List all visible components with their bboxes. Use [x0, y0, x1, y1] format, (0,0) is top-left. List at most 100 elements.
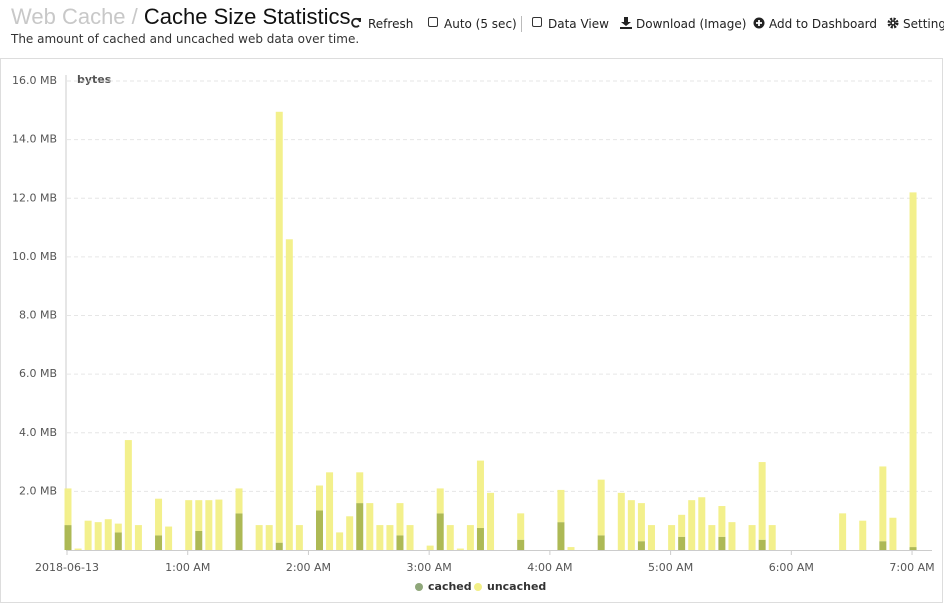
bar-segment [235, 513, 243, 550]
bar-segment [114, 523, 122, 533]
breadcrumb-row: Web Cache / Cache Size Statistics [11, 4, 351, 30]
bar-segment [74, 548, 82, 550]
subtitle: The amount of cached and uncached web da… [11, 32, 360, 46]
bar-segment [567, 547, 575, 550]
bar-segment [909, 192, 917, 548]
bar-segment [114, 532, 122, 550]
bar-segment [134, 525, 142, 550]
bar-segment [165, 526, 173, 550]
download-icon[interactable] [620, 17, 632, 29]
auto-refresh-toggle[interactable]: Auto (5 sec) [444, 17, 517, 31]
add-to-dashboard-button[interactable]: Add to Dashboard [769, 17, 878, 31]
y-tick-label: 4.0 MB [19, 426, 57, 439]
bar-segment [235, 488, 243, 514]
bar-segment [64, 488, 72, 526]
bar-segment [748, 525, 756, 550]
x-tick-label: 2:00 AM [286, 561, 331, 574]
bar-segment [466, 525, 474, 550]
bar-segment [265, 525, 273, 550]
bar-segment [155, 535, 163, 550]
bar-segment [275, 111, 283, 543]
bar-segment [356, 503, 364, 550]
bar-segment [346, 516, 354, 550]
bar-segment [487, 492, 495, 550]
separator [521, 16, 522, 32]
bar-segment [597, 535, 605, 550]
bar-segment [637, 541, 645, 550]
bar-segment [356, 472, 364, 504]
bar-segment [406, 525, 414, 550]
settings-icon[interactable] [887, 17, 899, 29]
bar-segment [879, 541, 887, 550]
bar-segment [698, 497, 706, 550]
x-tick-label: 3:00 AM [407, 561, 452, 574]
y-tick-label: 2.0 MB [19, 484, 57, 497]
settings-button[interactable]: Settings [903, 17, 944, 31]
bar-segment [597, 479, 605, 536]
x-tick-label: 4:00 AM [527, 561, 572, 574]
bar-segment [285, 239, 293, 550]
bar-segment [668, 525, 676, 550]
x-tick-label: 6:00 AM [769, 561, 814, 574]
bar-segment [155, 498, 163, 536]
bar-segment [647, 525, 655, 550]
bar-segment [768, 525, 776, 550]
breadcrumb[interactable]: Web Cache / [11, 4, 138, 29]
bar-segment [316, 485, 323, 511]
refresh-button[interactable]: Refresh [368, 17, 414, 31]
bar-segment [859, 520, 867, 550]
bar-segment [718, 536, 726, 550]
bar-segment [336, 532, 344, 550]
bar-segment [517, 513, 525, 540]
bar-segment [195, 500, 203, 531]
checkbox[interactable] [532, 17, 543, 28]
bar-segment [124, 440, 132, 550]
bar-segment [195, 530, 203, 550]
bar-segment [909, 547, 917, 550]
y-axis-label: bytes [77, 73, 112, 86]
bar-segment [426, 545, 434, 550]
bar-segment [627, 500, 635, 550]
bar-segment [436, 513, 444, 550]
bar-segment [758, 539, 766, 550]
bar-segment [678, 536, 686, 550]
bar-segment [446, 525, 454, 550]
bar-segment [94, 522, 102, 550]
bar-segment [396, 503, 404, 536]
bar-segment [688, 500, 696, 550]
bar-segment [255, 525, 263, 550]
bar-segment [758, 462, 766, 540]
bar-segment [476, 460, 484, 529]
bar-segment [84, 520, 92, 550]
bar-segment [326, 472, 334, 550]
add-icon[interactable] [753, 17, 765, 29]
bar-segment [275, 542, 283, 550]
bar-segment [104, 519, 112, 550]
y-tick-label: 10.0 MB [12, 250, 57, 263]
bar-segment [456, 548, 464, 550]
data-view-toggle[interactable]: Data View [548, 17, 609, 31]
bar-segment [517, 539, 525, 550]
download-button[interactable]: Download (Image) [636, 17, 747, 31]
bar-segment [879, 466, 887, 542]
checkbox[interactable] [428, 17, 439, 28]
bar-segment [637, 503, 645, 542]
bar-segment [718, 506, 726, 537]
bar-segment [295, 525, 303, 550]
bar-segment [215, 499, 223, 550]
bar-segment [436, 488, 444, 514]
x-tick-label: 7:00 AM [889, 561, 934, 574]
x-tick-label: 1:00 AM [165, 561, 210, 574]
bar-segment [678, 514, 686, 537]
bar-segment [728, 522, 736, 550]
chart-frame [0, 58, 943, 603]
refresh-icon[interactable] [350, 17, 362, 29]
y-tick-label: 16.0 MB [12, 74, 57, 87]
bar-segment [205, 500, 213, 550]
bar-segment [64, 525, 72, 550]
x-tick-label: 5:00 AM [648, 561, 693, 574]
legend-label: cached [428, 580, 472, 593]
page-title: Cache Size Statistics [143, 4, 351, 29]
